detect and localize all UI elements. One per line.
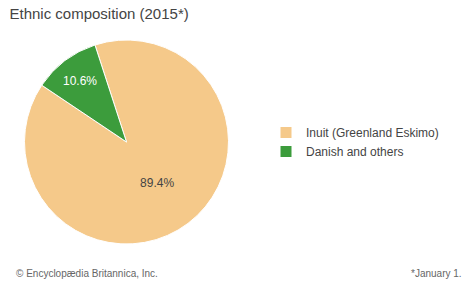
svg-text:89.4%: 89.4% (140, 176, 174, 190)
svg-text:Ethnic composition (2015*): Ethnic composition (2015*) (9, 5, 188, 22)
svg-text:Inuit (Greenland Eskimo): Inuit (Greenland Eskimo) (306, 126, 439, 140)
svg-text:© Encyclopædia Britannica, Inc: © Encyclopædia Britannica, Inc. (16, 268, 158, 279)
svg-text:10.6%: 10.6% (63, 74, 97, 88)
svg-text:*January 1.: *January 1. (411, 268, 462, 279)
svg-text:Danish and others: Danish and others (306, 145, 403, 159)
